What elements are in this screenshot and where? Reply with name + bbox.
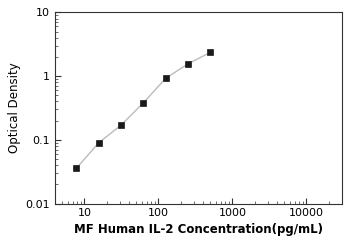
- X-axis label: MF Human IL-2 Concentration(pg/mL): MF Human IL-2 Concentration(pg/mL): [74, 223, 323, 236]
- Y-axis label: Optical Density: Optical Density: [8, 63, 21, 153]
